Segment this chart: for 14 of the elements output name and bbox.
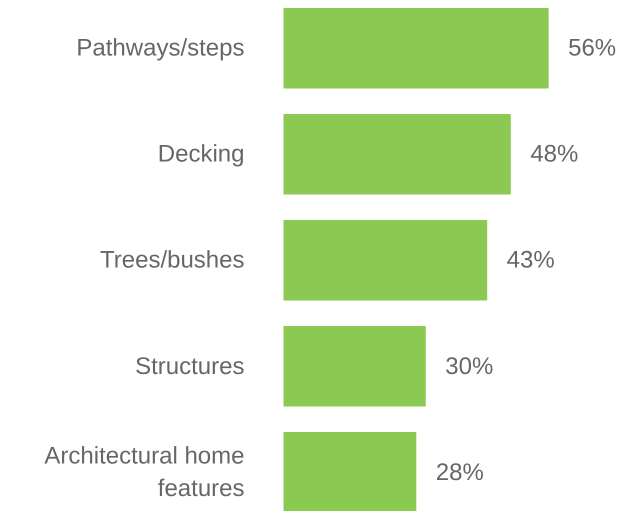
- data-label: 28%: [436, 458, 484, 486]
- data-label: 43%: [506, 246, 555, 274]
- y-tick-label: Structures: [135, 352, 245, 380]
- y-tick-label: Decking: [158, 140, 245, 168]
- bar: [284, 114, 511, 194]
- data-label: 56%: [568, 34, 616, 62]
- y-tick-label: Architectural home features: [44, 442, 245, 502]
- data-label: 48%: [530, 140, 578, 168]
- y-tick-label: Pathways/steps: [76, 34, 245, 62]
- bar: [284, 220, 488, 300]
- bar: [284, 326, 426, 407]
- bar: [284, 8, 549, 88]
- data-label: 30%: [445, 352, 494, 380]
- y-tick-label: Trees/bushes: [100, 246, 244, 274]
